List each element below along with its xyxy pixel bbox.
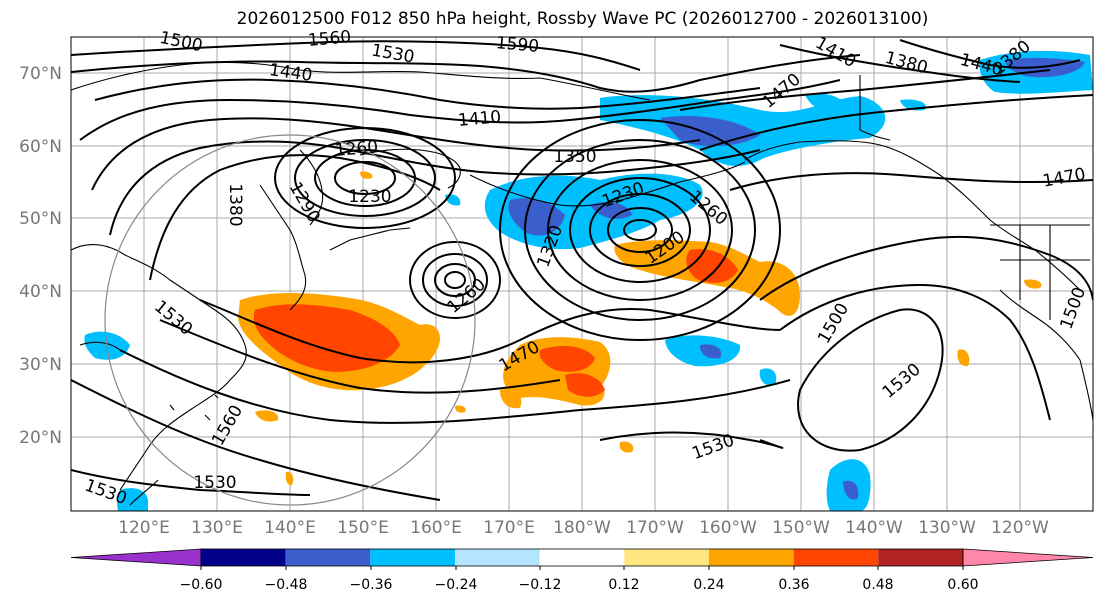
- longitude-label: 160°W: [699, 518, 757, 538]
- colorbar-tick-label: −0.36: [350, 577, 393, 593]
- colorbar-tick-label: −0.48: [265, 577, 308, 593]
- latitude-label: 30°N: [19, 355, 62, 375]
- colorbar-tick-label: 0.48: [862, 577, 893, 593]
- longitude-label: 160°E: [410, 518, 462, 538]
- reference-circle: [104, 134, 476, 506]
- colorbar-tick-label: 0.36: [778, 577, 809, 593]
- colorbar-frame: [200, 548, 964, 567]
- contour-label: 1410: [457, 107, 502, 131]
- colorbar-tick-label: −0.24: [435, 577, 478, 593]
- longitude-label: 140°W: [845, 518, 903, 538]
- colorbar-tick-label: −0.60: [180, 577, 223, 593]
- longitude-label: 180°W: [553, 518, 611, 538]
- longitude-labels: 120°E 130°E 140°E 150°E 160°E 170°E 180°W 170°W…: [118, 518, 1049, 538]
- colorbar-segment: [624, 549, 709, 566]
- longitude-label: 120°E: [118, 518, 170, 538]
- longitude-label: 120°W: [991, 518, 1049, 538]
- colorbar-tick-label: −0.12: [519, 577, 562, 593]
- colorbar-extend-max: [962, 548, 1094, 567]
- contour-label: 1380: [225, 183, 245, 226]
- colorbar-extend-min: [70, 548, 202, 567]
- map-border: [70, 36, 1094, 512]
- contour-label: 1560: [307, 27, 352, 51]
- contour-label: 1590: [495, 33, 540, 57]
- latitude-label: 60°N: [19, 137, 62, 157]
- colorbar-segment: [539, 549, 625, 566]
- longitude-label: 140°E: [264, 518, 316, 538]
- graticule: [71, 37, 1093, 511]
- contour-label: 1350: [553, 147, 596, 167]
- height-contours: [71, 39, 1093, 501]
- contour-label: 1530: [193, 473, 236, 493]
- colorbar-segment: [793, 549, 879, 566]
- colorbar-segment: [455, 549, 540, 566]
- map-content: [71, 37, 1093, 511]
- longitude-label: 150°W: [772, 518, 830, 538]
- positive-anomaly-fills: [238, 171, 1042, 486]
- colorbar-segment: [285, 549, 371, 566]
- colorbar-tick-label: 0.60: [947, 577, 978, 593]
- colorbar: −0.60 −0.48 −0.36 −0.24 −0.12 0.12 0.24 0.36 0.4…: [70, 548, 1094, 593]
- colorbar-segment: [370, 549, 455, 566]
- latitude-label: 20°N: [19, 428, 62, 448]
- map-title: 2026012500 F012 850 hPa height, Rossby W…: [236, 9, 929, 29]
- longitude-label: 170°E: [483, 518, 535, 538]
- longitude-label: 150°E: [337, 518, 389, 538]
- colorbar-segment: [201, 549, 286, 566]
- colorbar-segment: [878, 549, 963, 566]
- longitude-label: 130°E: [191, 518, 243, 538]
- colorbar-tick-label: 0.12: [608, 577, 639, 593]
- longitude-label: 170°W: [626, 518, 684, 538]
- colorbar-tick-label: 0.24: [693, 577, 724, 593]
- latitude-labels: 70°N 60°N 50°N 40°N 30°N 20°N: [19, 64, 62, 448]
- contour-label: 1230: [348, 187, 391, 207]
- latitude-label: 40°N: [19, 282, 62, 302]
- latitude-label: 50°N: [19, 209, 62, 229]
- longitude-label: 130°W: [918, 518, 976, 538]
- contour-label: 1260: [334, 137, 379, 161]
- latitude-label: 70°N: [19, 64, 62, 84]
- colorbar-segment: [709, 549, 794, 566]
